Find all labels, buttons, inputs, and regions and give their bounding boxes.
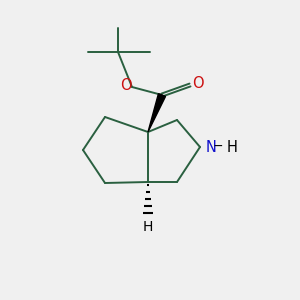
- Text: ‒: ‒: [214, 140, 222, 154]
- Text: H: H: [227, 140, 238, 154]
- Text: H: H: [143, 220, 153, 234]
- Text: O: O: [120, 79, 132, 94]
- Text: N: N: [206, 140, 217, 154]
- Text: O: O: [192, 76, 204, 92]
- Polygon shape: [148, 94, 166, 132]
